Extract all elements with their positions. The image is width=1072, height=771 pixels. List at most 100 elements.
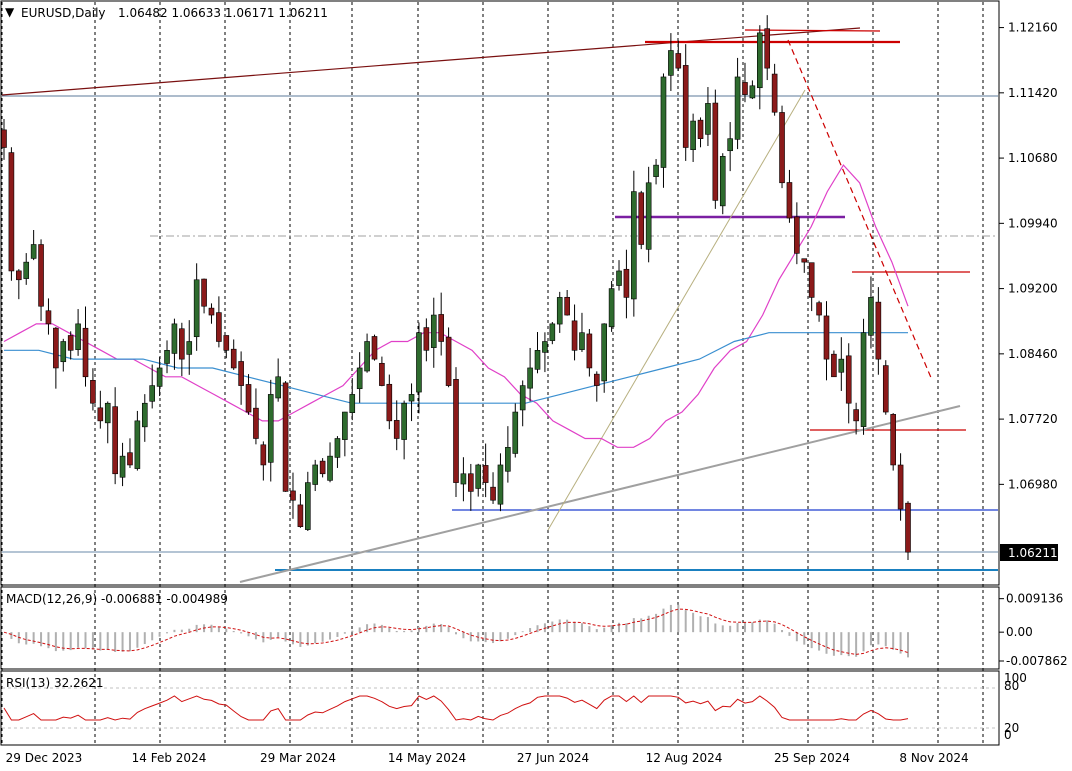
candle-body — [712, 102, 719, 201]
candle-body — [23, 261, 30, 279]
macd-histogram — [10, 604, 909, 658]
candle-body — [8, 152, 15, 272]
macd-header: MACD(12,26,9) -0.006881 -0.004989 — [6, 592, 228, 606]
current-price-label: 1.06211 — [1008, 546, 1058, 560]
macd-tick-label: -0.007862 — [1006, 654, 1068, 668]
candle-body — [519, 385, 526, 411]
candle-body — [682, 65, 689, 148]
price-tick-label: 1.12160 — [1008, 21, 1058, 35]
chart-symbol: EURUSD,Daily — [21, 6, 106, 20]
candle-body — [193, 279, 200, 338]
candle-body — [638, 192, 645, 245]
candle-body — [30, 244, 37, 259]
collapse-triangle-icon[interactable]: ▼ — [5, 5, 15, 19]
candle-body — [149, 385, 155, 402]
time-tick-label: 29 Mar 2024 — [260, 751, 336, 765]
candle-body — [875, 301, 882, 360]
candle-body — [156, 367, 163, 387]
candle-body — [438, 314, 444, 342]
price-tick-label: 1.06980 — [1008, 477, 1058, 491]
candle-body — [853, 409, 859, 422]
candle-body — [482, 465, 489, 483]
candle-body — [423, 327, 430, 351]
candle-body — [245, 384, 252, 413]
candle-body — [60, 341, 67, 363]
rsi-tick-label: 80 — [1004, 679, 1019, 693]
candle-body — [290, 490, 296, 501]
price-tick-label: 1.07720 — [1008, 412, 1058, 426]
candle-body — [808, 262, 815, 298]
candle-body — [697, 119, 704, 139]
candle-body — [497, 464, 504, 505]
candle-body — [749, 85, 756, 99]
price-axis: 1.12160 1.11420 1.10680 1.09940 1.09200 1.084… — [999, 21, 1058, 491]
candle-body — [305, 482, 311, 530]
candle-body — [675, 53, 682, 69]
candle-body — [141, 402, 148, 428]
candle-body — [97, 407, 104, 422]
candle-body — [890, 414, 896, 466]
candle-body — [393, 420, 400, 439]
price-tick-label: 1.10680 — [1008, 151, 1058, 165]
price-tick-label: 1.08460 — [1008, 347, 1058, 361]
time-tick-label: 8 Nov 2024 — [899, 751, 968, 765]
candle-body — [779, 112, 785, 184]
time-tick-label: 25 Sep 2024 — [774, 751, 850, 765]
candle-body — [838, 358, 845, 373]
candle-body — [430, 314, 437, 348]
candle-body — [67, 335, 74, 351]
candle-body — [45, 310, 52, 325]
candle-body — [371, 336, 378, 360]
candle-body — [186, 341, 193, 355]
time-axis: 29 Dec 2023 14 Feb 2024 29 Mar 2024 14 May … — [6, 751, 969, 765]
tan-rising-trendline[interactable] — [547, 89, 806, 531]
candle-body — [238, 361, 244, 386]
candle-body — [1, 129, 7, 148]
rsi-tick-label: 20 — [1004, 721, 1019, 735]
candle-body — [38, 244, 44, 307]
candle-body — [601, 323, 607, 382]
candle-body — [816, 302, 822, 316]
long-resistance-trendline[interactable] — [1, 27, 861, 96]
rsi-line — [3, 695, 909, 721]
candle-body — [505, 447, 511, 472]
candle-body — [112, 406, 118, 475]
candle-body — [356, 367, 363, 390]
candle-body — [475, 464, 482, 489]
candlesticks — [1, 15, 911, 560]
rsi-header: RSI(13) 32.2621 — [6, 676, 104, 690]
candle-body — [719, 156, 726, 207]
candle-body — [90, 380, 96, 404]
candle-body — [579, 332, 585, 350]
candle-body — [764, 28, 771, 69]
candle-body — [223, 335, 230, 351]
time-tick-label: 14 Feb 2024 — [132, 751, 207, 765]
candle-body — [230, 348, 237, 369]
candle-body — [742, 82, 748, 95]
candle-body — [794, 216, 800, 254]
macd-tick-label: 0.009136 — [1006, 592, 1063, 606]
candle-body — [571, 320, 578, 351]
candle-body — [216, 312, 222, 342]
candle-body — [208, 307, 215, 316]
candle-body — [379, 362, 385, 386]
candle-body — [905, 502, 911, 553]
chart-ohlc: 1.06482 1.06633 1.06171 1.06211 — [118, 6, 328, 20]
red-dashed-falling-trendline[interactable] — [787, 39, 933, 381]
candle-body — [542, 341, 548, 353]
candle-body — [771, 73, 778, 113]
rsi-panel-frame — [0, 670, 1000, 746]
candle-body — [127, 452, 133, 466]
candle-body — [364, 341, 370, 372]
candle-body — [623, 268, 630, 298]
candle-body — [179, 328, 185, 360]
candle-body — [453, 379, 459, 483]
candle-body — [334, 438, 341, 458]
gray-rising-trendline[interactable] — [239, 405, 961, 583]
candle-body — [556, 297, 563, 325]
vertical-gridlines — [1, 2, 984, 744]
macd-panel-frame — [0, 586, 1000, 670]
candle-body — [512, 411, 519, 454]
candle-body — [882, 365, 889, 413]
